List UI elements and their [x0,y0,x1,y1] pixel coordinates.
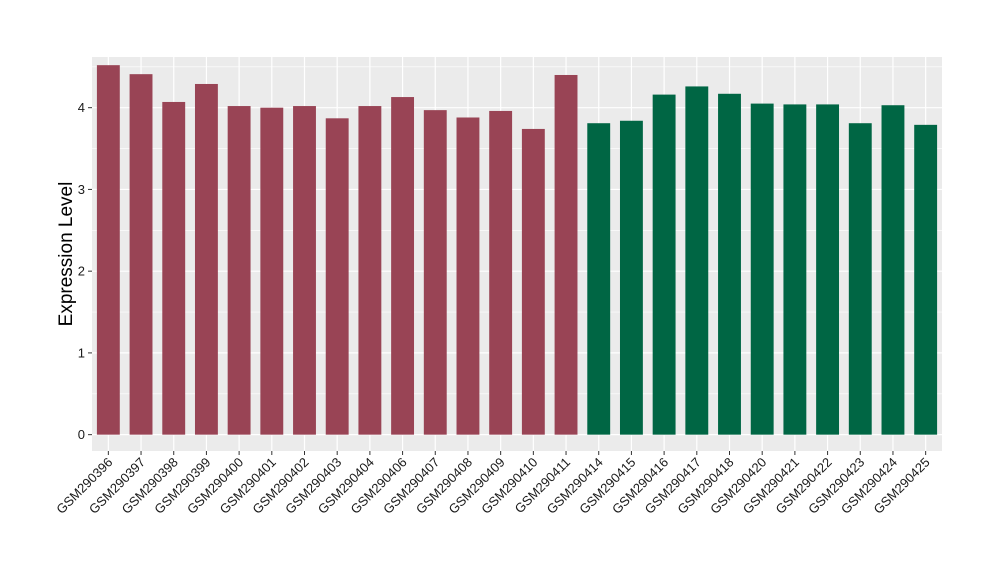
bar-GSM290425 [914,124,938,435]
bar-GSM290414 [587,123,611,435]
bar-GSM290396 [96,65,120,435]
bar-GSM290416 [652,94,676,435]
y-tick-label: 0 [78,427,85,442]
bar-GSM290398 [162,101,186,435]
plot-panel [92,57,942,451]
y-axis-title: Expression Level [56,182,77,327]
bar-GSM290402 [293,106,316,435]
bar-GSM290399 [194,83,218,435]
bar-GSM290411 [554,74,578,435]
bar-GSM290421 [783,104,807,435]
bar-GSM290409 [489,110,513,435]
bars [96,65,938,435]
bar-GSM290400 [227,106,251,435]
bar-GSM290408 [456,117,480,435]
bar-GSM290397 [129,74,153,435]
x-axis: GSM290396GSM290397GSM290398GSM290399GSM2… [53,451,933,517]
bar-GSM290420 [750,103,774,435]
y-tick-label: 4 [78,100,85,115]
bar-GSM290417 [685,86,709,435]
bar-GSM290410 [521,128,545,435]
bar-GSM290407 [423,110,447,435]
y-tick-label: 3 [78,182,85,197]
bar-GSM290415 [619,120,643,435]
bar-GSM290403 [325,118,349,435]
bar-GSM290418 [718,93,741,435]
bar-GSM290404 [358,106,382,435]
bar-GSM290401 [260,107,284,435]
bar-GSM290423 [848,123,872,435]
bar-GSM290406 [391,97,415,435]
y-axis: 0 1 2 3 4 [78,100,92,442]
y-tick-label: 2 [78,264,85,279]
bar-GSM290424 [881,105,905,435]
y-tick-label: 1 [78,345,85,360]
bar-GSM290422 [816,104,840,435]
